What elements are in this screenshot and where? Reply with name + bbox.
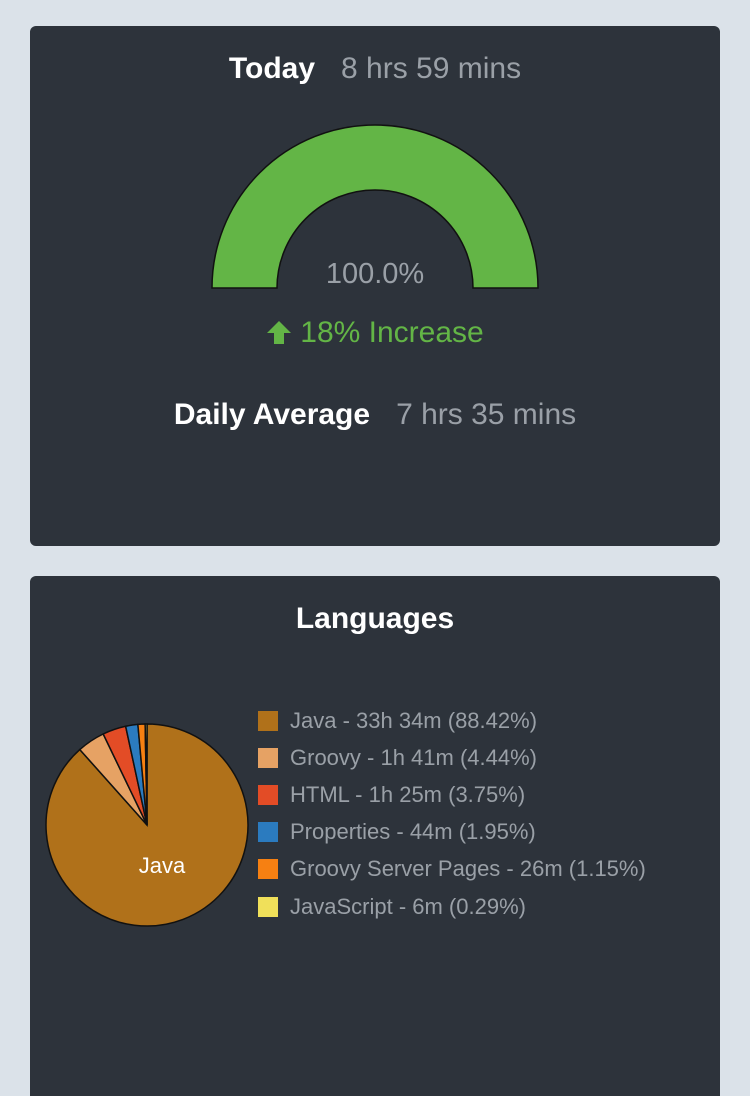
legend-swatch bbox=[258, 859, 278, 880]
legend-label: Java - 33h 34m (88.42%) bbox=[290, 707, 538, 733]
legend-swatch bbox=[258, 896, 278, 917]
legend-item-java: Java - 33h 34m (88.42%) bbox=[258, 702, 646, 739]
languages-card: Languages Java Java - 33h 34m (88.42%) Gr… bbox=[30, 576, 720, 1096]
gauge-arc bbox=[211, 124, 539, 289]
legend-swatch bbox=[258, 710, 278, 731]
today-card: Today 8 hrs 59 mins 100.0% 18% Increase D… bbox=[30, 26, 720, 546]
legend-item-javascript: JavaScript - 6m (0.29%) bbox=[258, 888, 646, 925]
languages-pie-chart: Java bbox=[45, 723, 249, 927]
gauge-percent: 100.0% bbox=[326, 258, 424, 290]
legend-swatch bbox=[258, 747, 278, 768]
legend-item-groovy-server-pages: Groovy Server Pages - 26m (1.15%) bbox=[258, 851, 646, 888]
pie-slice-javascript bbox=[144, 723, 148, 826]
legend-item-properties: Properties - 44m (1.95%) bbox=[258, 814, 646, 851]
legend-label: JavaScript - 6m (0.29%) bbox=[290, 893, 526, 919]
today-value: 8 hrs 59 mins bbox=[341, 52, 522, 85]
pie-label-java: Java bbox=[139, 853, 186, 878]
daily-average-label: Daily Average bbox=[173, 398, 371, 431]
change-text: 18% Increase bbox=[300, 316, 484, 349]
legend-item-groovy: Groovy - 1h 41m (4.44%) bbox=[258, 739, 646, 776]
daily-average-value: 7 hrs 35 mins bbox=[396, 398, 577, 431]
languages-title: Languages bbox=[295, 602, 455, 635]
legend-label: Groovy - 1h 41m (4.44%) bbox=[290, 744, 537, 770]
languages-legend: Java - 33h 34m (88.42%) Groovy - 1h 41m (… bbox=[258, 702, 646, 925]
daily-average-row: Daily Average 7 hrs 35 mins bbox=[30, 398, 720, 432]
legend-swatch bbox=[258, 822, 278, 843]
today-label: Today bbox=[228, 52, 316, 85]
today-gauge: 100.0% bbox=[211, 124, 539, 290]
arrow-up-icon bbox=[267, 321, 292, 344]
legend-label: Groovy Server Pages - 26m (1.15%) bbox=[290, 856, 646, 882]
legend-item-html: HTML - 1h 25m (3.75%) bbox=[258, 776, 646, 813]
legend-label: HTML - 1h 25m (3.75%) bbox=[290, 781, 526, 807]
today-row: Today 8 hrs 59 mins bbox=[30, 52, 720, 86]
legend-label: Properties - 44m (1.95%) bbox=[290, 819, 536, 845]
change-indicator: 18% Increase bbox=[30, 316, 720, 350]
legend-swatch bbox=[258, 784, 278, 805]
